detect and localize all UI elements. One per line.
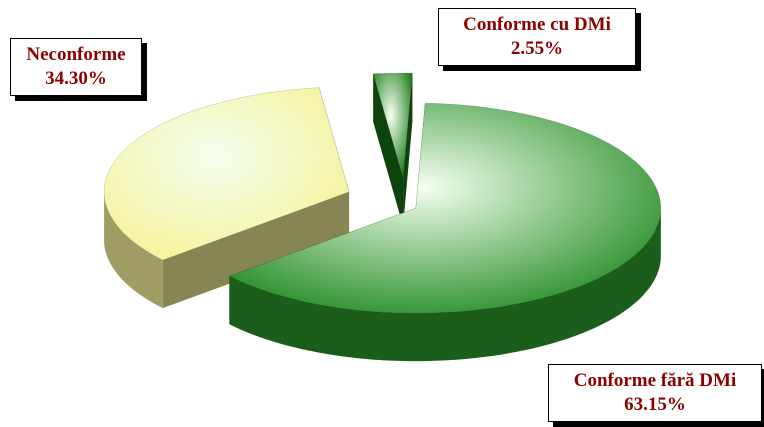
slice-top (228, 102, 662, 314)
slice-shade (104, 191, 163, 309)
slice-shade (229, 208, 661, 362)
slice-side (229, 208, 661, 362)
pie-slice (103, 87, 350, 309)
slice-side (104, 191, 163, 309)
slice-radial-face (373, 73, 404, 226)
data-label: Conforme fără DMi 63.15% (548, 364, 762, 422)
slice-top (103, 87, 350, 261)
slice-value: 34.30% (45, 68, 107, 89)
slice-shade (403, 73, 413, 226)
pie-slice (228, 102, 662, 362)
slice-top (372, 72, 413, 179)
slice-radial-face (403, 73, 413, 226)
slice-shade (373, 73, 404, 226)
slice-name: Conforme cu DMi (463, 14, 611, 35)
data-label: Conforme cu DMi 2.55% (438, 8, 636, 66)
data-label: Neconforme 34.30% (10, 38, 142, 96)
slice-value: 2.55% (510, 38, 564, 59)
slice-name: Neconforme (26, 44, 126, 65)
pie-slice (372, 72, 413, 226)
slice-name: Conforme fără DMi (573, 370, 737, 391)
slice-value: 63.15% (624, 394, 686, 415)
slice-shade (162, 191, 350, 309)
slice-radial-face (162, 191, 350, 309)
